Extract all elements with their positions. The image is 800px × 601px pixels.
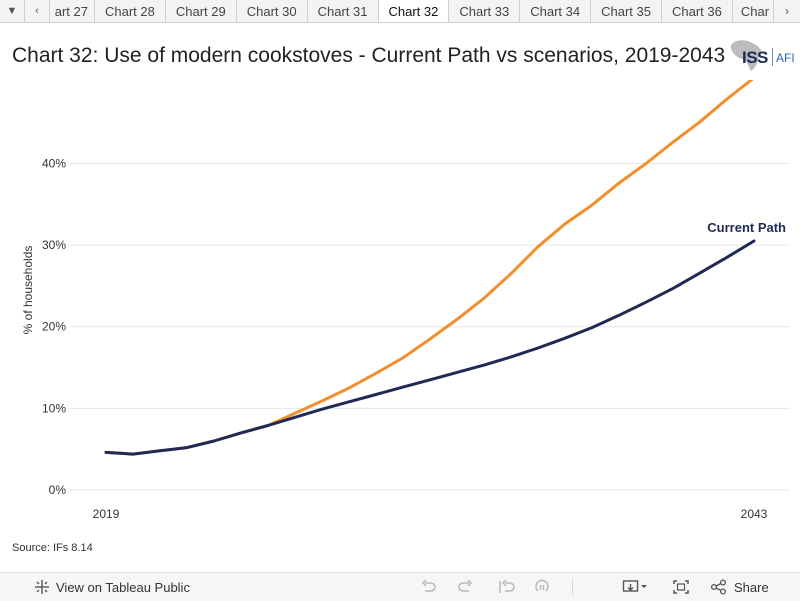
- tab-label: Chart 34: [530, 3, 581, 19]
- series-label-current-path: Current Path: [707, 220, 786, 235]
- chevron-left-icon: ‹: [35, 5, 39, 17]
- download-icon: [622, 580, 647, 592]
- tab-menu-button[interactable]: ▼: [0, 0, 25, 22]
- y-axis-ticks: 0% 10% 20% 30% 40%: [42, 156, 66, 497]
- tab-label: art 27: [54, 3, 88, 19]
- tab-chart-29[interactable]: Chart 29: [165, 0, 237, 22]
- source-note: Source: IFs 8.14: [12, 542, 93, 554]
- redo-icon: [458, 579, 473, 592]
- logo-main-text: ISS: [742, 48, 768, 67]
- x-tick-label: 2019: [93, 507, 120, 521]
- tab-chart-27[interactable]: art 27: [50, 0, 95, 22]
- tableau-logo-icon: [34, 579, 50, 595]
- line-chart: 0%10%20%30%40% 2019 2043 % of households …: [21, 80, 790, 521]
- download-button[interactable]: [622, 573, 648, 601]
- pause-icon: [535, 579, 549, 592]
- tab-label: Chart 28: [105, 3, 155, 19]
- tab-label: Chart 36: [672, 3, 722, 19]
- redo-button[interactable]: [458, 573, 474, 601]
- tab-chart-32[interactable]: Chart 32: [378, 0, 450, 22]
- pause-button[interactable]: [534, 573, 550, 601]
- view-on-tableau-label: View on Tableau Public: [56, 579, 190, 595]
- series-labels: ScenarioCurrent Path: [707, 220, 786, 235]
- tab-chart-31[interactable]: Chart 31: [307, 0, 379, 22]
- y-tick-label: 20%: [42, 320, 66, 334]
- series-line-scenario: [104, 80, 754, 456]
- tab-label: Char: [740, 3, 770, 19]
- share-button[interactable]: Share: [710, 573, 769, 601]
- tab-label: Chart 30: [246, 3, 297, 19]
- tab-label: Chart 35: [601, 3, 651, 19]
- fullscreen-button[interactable]: [672, 573, 690, 601]
- tab-label: Chart 31: [317, 3, 368, 19]
- sheet-tab-bar: ▼ ‹ art 27 Chart 28 Chart 29 Chart 30 Chart …: [0, 0, 800, 23]
- view-on-tableau-button[interactable]: View on Tableau Public: [34, 573, 190, 601]
- y-tick-label: 40%: [42, 156, 66, 170]
- y-axis-label: % of households: [21, 246, 35, 335]
- gridlines: [70, 162, 790, 491]
- share-icon: [710, 579, 727, 595]
- tableau-toolbar: View on Tableau Public Share: [0, 572, 800, 601]
- undo-button[interactable]: [420, 573, 436, 601]
- share-label: Share: [734, 579, 769, 595]
- africa-map-icon: [730, 40, 762, 71]
- series-lines: [104, 80, 756, 456]
- tab-label: Chart 29: [175, 3, 226, 19]
- tab-chart-36[interactable]: Chart 36: [662, 0, 733, 22]
- tab-scroll-right-button[interactable]: ›: [773, 0, 800, 22]
- caret-down-icon: ▼: [6, 5, 18, 17]
- y-tick-label: 10%: [42, 401, 66, 415]
- logo-secondary-text: AFI: [776, 51, 795, 65]
- iss-afi-logo: ISS AFI: [726, 38, 795, 74]
- tab-chart-28[interactable]: Chart 28: [95, 0, 166, 22]
- tab-label: Chart 33: [459, 3, 510, 19]
- tab-chart-34[interactable]: Chart 34: [520, 0, 592, 22]
- x-tick-label: 2043: [741, 507, 768, 521]
- chart-title: Chart 32: Use of modern cookstoves - Cur…: [12, 44, 726, 67]
- chevron-right-icon: ›: [785, 4, 789, 18]
- revert-icon: [499, 579, 515, 593]
- tab-chart-30[interactable]: Chart 30: [236, 0, 308, 22]
- y-tick-label: 30%: [42, 238, 66, 252]
- fullscreen-icon: [673, 580, 689, 594]
- revert-button[interactable]: [498, 573, 516, 601]
- series-line-current-path: [104, 239, 756, 456]
- logo-divider: [772, 48, 773, 66]
- y-tick-label: 0%: [49, 483, 67, 497]
- toolbar-divider: [572, 579, 573, 595]
- sheet-tabs: art 27 Chart 28 Chart 29 Chart 30 Chart 31 Ch…: [50, 0, 773, 22]
- tab-chart-37[interactable]: Char: [732, 0, 773, 22]
- tab-chart-35[interactable]: Chart 35: [591, 0, 662, 22]
- tab-label: Chart 32: [388, 3, 439, 19]
- undo-icon: [421, 579, 436, 592]
- x-axis-ticks: 2019 2043: [93, 507, 768, 521]
- tab-scroll-left-button[interactable]: ‹: [25, 0, 50, 22]
- tab-chart-33[interactable]: Chart 33: [449, 0, 521, 22]
